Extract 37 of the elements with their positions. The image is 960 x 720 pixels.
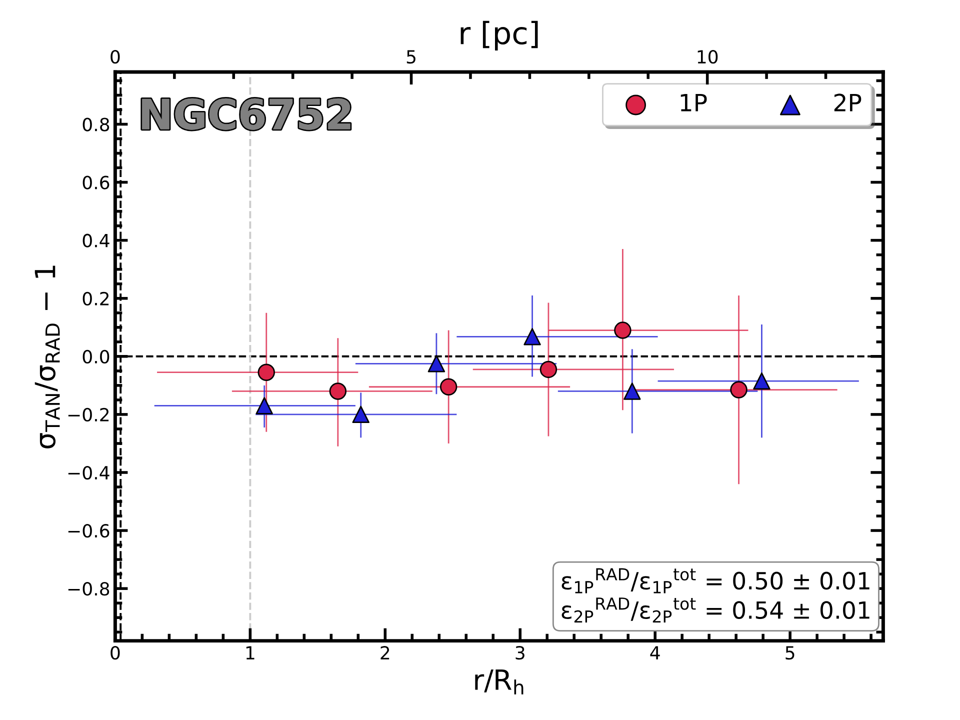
y-tick-label: −0.6	[68, 524, 110, 538]
text: ε$_{1P}$$^{RAD}$/ε$_{1P}$$^{tot}$ = 0.50 ± 0.01 ε$_{2P}$$^{RAD}$/ε$_{2P}$$^{tot}$ = 0.54 ± 0.01	[562, 568, 870, 623]
y-tick-label: 0.4	[82, 234, 110, 248]
legend-label: 2P	[834, 94, 862, 112]
y-axis-title: σ$_{TAN}$/σ$_{RAD}$ − 1	[34, 266, 60, 448]
y-tick-label: 0.0	[82, 350, 110, 364]
x-tick-label: 3	[516, 646, 524, 660]
y-tick-label: −0.2	[68, 408, 109, 422]
legend-label: 1P	[680, 94, 707, 112]
point	[540, 360, 558, 378]
y-tick-label: 0.2	[82, 292, 109, 306]
y-tick-label: −0.4	[68, 466, 110, 480]
x2-tick-label: 10	[698, 50, 718, 64]
point	[352, 406, 370, 424]
point	[329, 382, 347, 400]
point	[524, 328, 541, 346]
x2-axis-title: r [pc]	[460, 20, 538, 50]
x2-tick-label: 0	[110, 50, 120, 64]
point	[428, 355, 446, 372]
x-tick-label: 1	[246, 646, 254, 660]
point	[624, 382, 641, 400]
point	[614, 322, 632, 339]
y-tick-label: −0.8	[68, 582, 110, 596]
x-tick-label: 5	[786, 646, 794, 660]
x-axis-title: r/R$_{h}$	[475, 670, 524, 694]
x-tick-label: 0	[110, 646, 120, 660]
annotation: NGC6752	[142, 98, 350, 130]
y-tick-label: 0.6	[82, 176, 110, 190]
x2-tick-label: 5	[406, 50, 416, 64]
point	[753, 372, 770, 390]
point	[440, 378, 458, 396]
x-tick-label: 2	[380, 646, 390, 660]
x-tick-label: 4	[650, 646, 660, 660]
point	[258, 364, 275, 381]
point	[730, 381, 748, 398]
point	[256, 397, 273, 414]
y-tick-label: 0.8	[82, 118, 110, 132]
